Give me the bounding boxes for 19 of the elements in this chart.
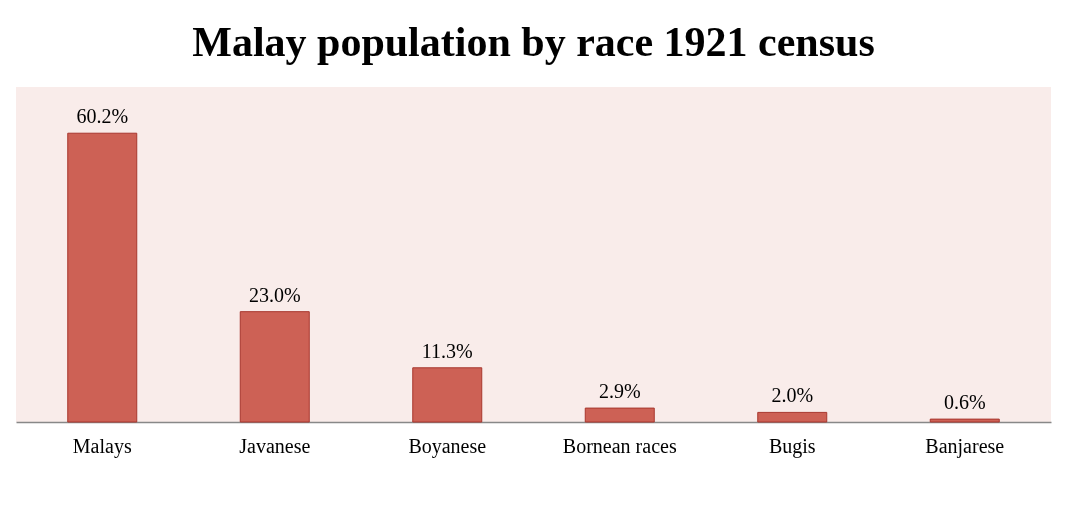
data-label: 0.6%: [943, 391, 986, 414]
data-label: 23.0%: [248, 283, 301, 306]
x-tick-label: Bornean races: [562, 434, 677, 457]
x-tick-label: Javanese: [239, 434, 311, 457]
data-label: 2.9%: [598, 380, 641, 403]
bar: [929, 418, 1000, 423]
bar: [239, 311, 310, 423]
bar: [412, 367, 483, 423]
bar: [67, 132, 138, 423]
x-tick-label: Banjarese: [925, 434, 1005, 458]
data-label: 11.3%: [421, 339, 473, 362]
x-tick-label: Boyanese: [408, 434, 487, 458]
bar: [757, 411, 828, 423]
data-label: 60.2%: [76, 105, 129, 128]
x-tick-label: Malays: [72, 434, 132, 458]
data-label: 2.0%: [771, 384, 814, 407]
x-tick-label: Bugis: [768, 434, 816, 458]
chart-title: Malay population by race 1921 census: [192, 19, 875, 65]
bar: [584, 407, 655, 423]
